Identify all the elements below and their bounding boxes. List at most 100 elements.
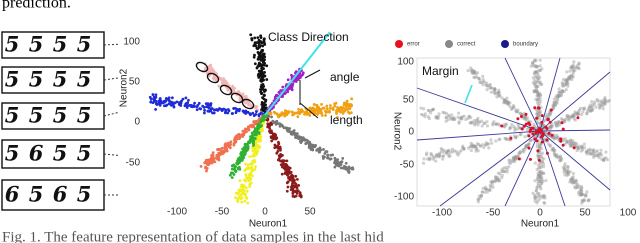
- point: [484, 143, 488, 147]
- point: [535, 145, 539, 149]
- error-point: [561, 143, 565, 147]
- error-point: [537, 158, 541, 162]
- point: [513, 155, 518, 160]
- point: [566, 165, 570, 169]
- point: [569, 140, 574, 144]
- point: [537, 154, 541, 158]
- point: [435, 153, 439, 157]
- point: [496, 90, 500, 95]
- point: [477, 76, 481, 81]
- point: [536, 184, 540, 188]
- point: [269, 131, 273, 135]
- point: [248, 112, 252, 116]
- point: [563, 119, 567, 123]
- point: [537, 81, 542, 85]
- point: [477, 142, 481, 146]
- point: [511, 158, 515, 163]
- point: [482, 80, 486, 84]
- point: [216, 154, 219, 157]
- point: [539, 143, 543, 147]
- point: [537, 145, 542, 149]
- point: [575, 185, 579, 189]
- point: [334, 163, 338, 166]
- point: [444, 111, 449, 115]
- point: [539, 176, 543, 180]
- point: [301, 136, 305, 140]
- point: [483, 187, 487, 191]
- digit: 5: [77, 141, 92, 166]
- point: [434, 159, 438, 163]
- point: [515, 127, 519, 131]
- point: [601, 107, 605, 111]
- point: [205, 169, 208, 173]
- point: [572, 178, 576, 182]
- point: [564, 169, 569, 173]
- point: [502, 98, 507, 102]
- point: [573, 186, 577, 190]
- point: [567, 114, 571, 118]
- point: [543, 118, 547, 122]
- right-plot: Margin error correct boundary Neuron1 Ne…: [391, 40, 637, 230]
- point: [535, 142, 540, 146]
- clouds: [419, 58, 611, 205]
- pointer: [304, 69, 321, 79]
- point: [290, 88, 294, 92]
- point: [538, 197, 542, 201]
- point: [476, 200, 480, 204]
- point: [534, 87, 538, 91]
- point: [296, 189, 300, 193]
- point: [500, 175, 504, 180]
- point: [339, 106, 343, 109]
- point: [505, 168, 509, 172]
- point: [536, 74, 540, 78]
- point: [273, 95, 277, 99]
- point: [596, 154, 600, 158]
- point: [170, 96, 174, 100]
- point: [528, 138, 533, 142]
- point: [265, 64, 269, 68]
- point: [536, 163, 541, 167]
- point: [243, 110, 247, 113]
- point: [231, 171, 234, 175]
- point: [566, 164, 570, 169]
- error-point: [550, 133, 554, 137]
- point: [571, 68, 575, 72]
- point: [590, 108, 594, 112]
- point: [534, 189, 539, 193]
- y-label: Neuron2: [391, 112, 402, 151]
- point: [285, 189, 289, 193]
- point: [262, 78, 266, 82]
- point: [184, 96, 188, 100]
- point: [572, 141, 576, 146]
- point: [442, 148, 446, 152]
- point: [538, 68, 543, 72]
- point: [523, 116, 527, 121]
- point: [285, 113, 289, 116]
- point: [248, 138, 252, 142]
- point: [524, 118, 528, 122]
- point: [257, 146, 261, 150]
- point: [569, 115, 573, 119]
- point: [581, 199, 585, 203]
- point: [269, 112, 273, 116]
- point: [585, 109, 590, 113]
- point: [489, 180, 493, 184]
- point: [556, 122, 560, 126]
- point: [554, 95, 558, 100]
- point: [537, 191, 541, 196]
- point: [551, 104, 555, 108]
- point: [553, 154, 557, 158]
- point: [469, 141, 473, 145]
- point: [319, 109, 323, 113]
- point: [569, 66, 573, 70]
- point: [252, 152, 256, 156]
- point: [235, 107, 239, 111]
- point: [536, 194, 541, 198]
- point: [569, 178, 573, 182]
- point: [305, 110, 309, 114]
- point: [289, 132, 293, 136]
- point: [421, 113, 425, 117]
- point: [453, 149, 457, 153]
- point: [260, 63, 264, 67]
- point: [299, 195, 303, 199]
